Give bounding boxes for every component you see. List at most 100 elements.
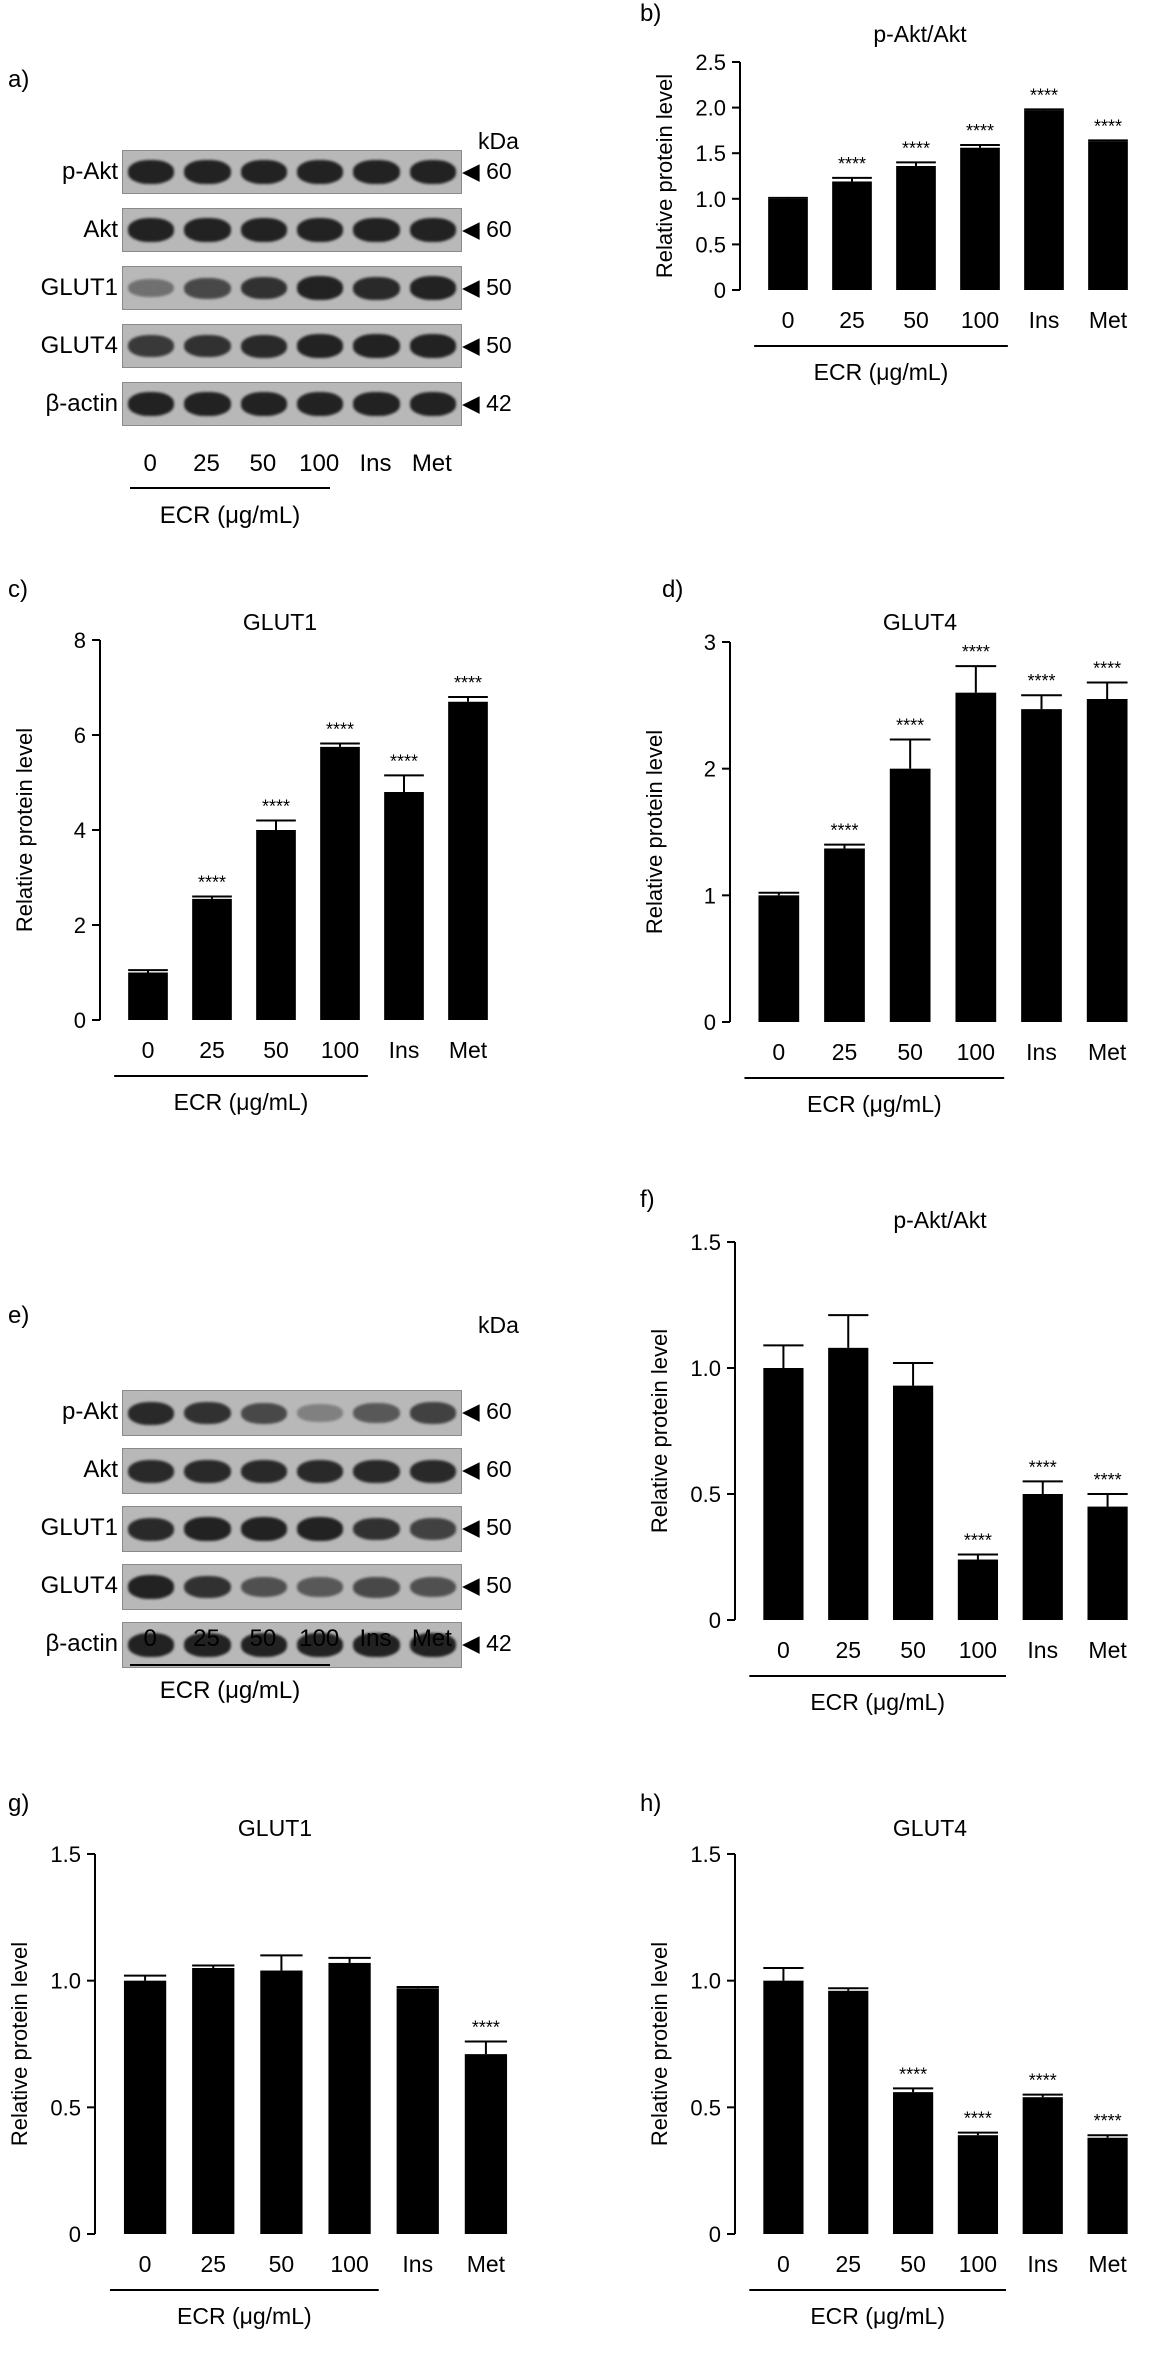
bar bbox=[123, 1980, 167, 2234]
chart-title: p-Akt/Akt bbox=[893, 1207, 987, 1233]
ecr-group-label: ECR (μg/mL) bbox=[807, 1091, 942, 1117]
y-tick-label: 1.5 bbox=[690, 1842, 721, 1867]
significance-label: **** bbox=[1094, 2111, 1122, 2131]
blot-lane-label: 0 bbox=[143, 450, 157, 477]
bar bbox=[960, 147, 1000, 290]
x-tick-label: Ins bbox=[1027, 1637, 1058, 1663]
y-tick-label: 0 bbox=[69, 2222, 81, 2247]
x-tick-label: 50 bbox=[897, 1039, 923, 1065]
y-axis-label: Relative protein level bbox=[652, 74, 677, 278]
blot-band bbox=[128, 1401, 175, 1425]
blot-band bbox=[128, 1517, 175, 1541]
y-tick-label: 0 bbox=[704, 1010, 716, 1035]
blot-band bbox=[184, 1401, 231, 1425]
blot-band bbox=[409, 334, 456, 358]
bar bbox=[464, 2054, 508, 2234]
significance-label: **** bbox=[1027, 671, 1055, 691]
blot-band bbox=[409, 392, 456, 416]
blot-size-marker: ◀ 42 bbox=[462, 1630, 512, 1656]
significance-label: **** bbox=[1030, 85, 1058, 105]
bar bbox=[955, 692, 997, 1022]
bar bbox=[892, 2092, 934, 2234]
x-tick-label: 0 bbox=[777, 1637, 790, 1663]
bar bbox=[957, 1559, 999, 1620]
chart-title: p-Akt/Akt bbox=[873, 21, 967, 47]
significance-label: **** bbox=[902, 138, 930, 158]
panel-letter-g: g) bbox=[8, 1790, 30, 1817]
y-tick-label: 0 bbox=[714, 278, 726, 303]
blot-band bbox=[240, 1576, 287, 1598]
x-tick-label: 25 bbox=[200, 2251, 226, 2277]
blot-strip bbox=[122, 266, 462, 310]
blot-lane-label: 25 bbox=[193, 450, 220, 477]
blot-band bbox=[184, 1459, 231, 1483]
blot-strip bbox=[122, 382, 462, 426]
blot-size-marker: ◀ 60 bbox=[462, 158, 512, 184]
blot-band bbox=[297, 218, 344, 242]
bar bbox=[384, 792, 424, 1020]
ecr-group-line bbox=[130, 487, 330, 489]
y-axis-label: Relative protein level bbox=[647, 1942, 672, 2146]
blot-size-marker: ◀ 50 bbox=[462, 274, 512, 300]
panel-letter-c: c) bbox=[8, 576, 28, 603]
y-axis-label: Relative protein level bbox=[647, 1329, 672, 1533]
x-tick-label: 100 bbox=[959, 2251, 997, 2277]
bar bbox=[896, 165, 936, 290]
x-tick-label: 50 bbox=[903, 307, 929, 333]
y-tick-label: 1.5 bbox=[690, 1230, 721, 1255]
blot-band bbox=[297, 276, 344, 300]
bar bbox=[1024, 110, 1064, 290]
bar-chart-h: GLUT4 0 0.5 1.0 1.5 Relative protein level 0 25… bbox=[647, 1815, 1128, 2329]
bar bbox=[192, 1968, 235, 2234]
blot-strip bbox=[122, 1622, 462, 1668]
blot-band bbox=[184, 160, 231, 184]
bar bbox=[448, 701, 488, 1020]
bar bbox=[763, 1368, 804, 1620]
bar bbox=[828, 1990, 869, 2234]
x-tick-label: 25 bbox=[839, 307, 865, 333]
significance-label: **** bbox=[964, 1530, 992, 1550]
blot-row-label: p-Akt bbox=[61, 1398, 118, 1425]
blot-size-marker: ◀ 60 bbox=[462, 216, 512, 242]
significance-label: **** bbox=[472, 2017, 500, 2037]
blot-band bbox=[353, 1403, 400, 1423]
y-tick-label: 1.0 bbox=[50, 1969, 81, 1994]
y-tick-label: 3 bbox=[704, 630, 716, 655]
x-tick-label: 25 bbox=[199, 1037, 225, 1063]
x-tick-label: 0 bbox=[782, 307, 795, 333]
blot-strip bbox=[122, 1506, 462, 1552]
blot-band bbox=[184, 218, 231, 242]
x-tick-label: 0 bbox=[772, 1039, 785, 1065]
y-tick-label: 1.5 bbox=[695, 141, 726, 166]
y-tick-label: 0 bbox=[709, 1608, 721, 1633]
x-tick-label: 0 bbox=[142, 1037, 155, 1063]
y-tick-label: 0.5 bbox=[690, 2095, 721, 2120]
bar bbox=[1022, 2097, 1063, 2234]
blot-band bbox=[240, 160, 287, 184]
blot-band bbox=[297, 1404, 344, 1422]
blot-lane-label: 100 bbox=[299, 450, 340, 477]
x-tick-label: 50 bbox=[900, 1637, 926, 1663]
significance-label: **** bbox=[454, 673, 482, 693]
bar bbox=[824, 848, 865, 1022]
y-tick-label: 1.0 bbox=[690, 1356, 721, 1381]
x-tick-label: 100 bbox=[957, 1039, 995, 1065]
y-tick-label: 8 bbox=[74, 628, 86, 653]
x-tick-label: 100 bbox=[321, 1037, 359, 1063]
bar bbox=[957, 2135, 999, 2234]
bar bbox=[192, 898, 232, 1020]
x-tick-label: Ins bbox=[1026, 1039, 1057, 1065]
blot-row-label: Akt bbox=[83, 216, 118, 243]
x-tick-label: 50 bbox=[269, 2251, 295, 2277]
panel-letter-h: h) bbox=[640, 1790, 662, 1817]
blot-row-label: GLUT4 bbox=[40, 1572, 118, 1599]
blot-row-label: Akt bbox=[83, 1456, 118, 1483]
blot-band bbox=[240, 1633, 287, 1657]
x-tick-label: Ins bbox=[402, 2251, 433, 2277]
bar bbox=[396, 1988, 439, 2234]
bar-chart-c: GLUT1 0 2 4 6 8 Relative protein level 0 **** 25 *… bbox=[12, 609, 488, 1115]
ecr-group-label: ECR (μg/mL) bbox=[814, 359, 949, 385]
blot-band bbox=[353, 1576, 400, 1598]
blot-band bbox=[128, 392, 175, 416]
blot-lane-label: 0 bbox=[143, 1625, 157, 1652]
